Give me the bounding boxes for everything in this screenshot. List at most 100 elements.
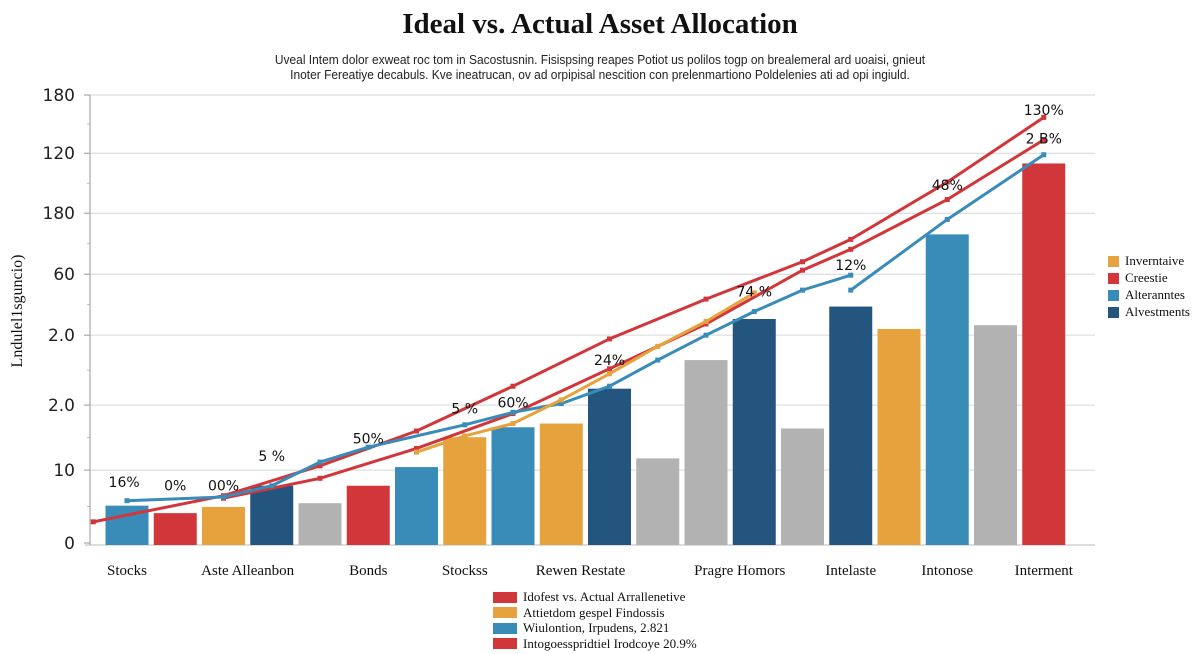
legend-swatch [493, 591, 517, 603]
line-marker [800, 287, 805, 293]
line-marker [510, 409, 516, 415]
chart-title: Ideal vs. Actual Asset Allocation [402, 8, 798, 40]
line-marker [751, 290, 757, 296]
bar [781, 428, 824, 545]
legend-item: Intogoesspridtiel Irodcoye 20.9% [493, 636, 697, 652]
data-label: 0% [164, 479, 186, 495]
data-label: 74 % [736, 285, 772, 301]
legend-label: Intogoesspridtiel Irodcoye 20.9% [523, 635, 697, 651]
legend-swatch [1108, 272, 1119, 284]
line-marker [848, 287, 854, 293]
legend-item: Alteranntes [1108, 287, 1185, 303]
legend-swatch [493, 622, 517, 634]
legend-label: Attietdom gespel Findossis [523, 604, 665, 620]
line-marker [462, 422, 468, 428]
legend-item: Creestie [1108, 270, 1168, 286]
line-marker [703, 318, 709, 324]
data-label: 12% [835, 258, 866, 274]
line-marker [944, 197, 950, 203]
data-label: 130% [1024, 103, 1064, 119]
y-tick-label: 180 [43, 86, 75, 106]
y-tick-label: 120 [43, 144, 75, 164]
bar [588, 388, 631, 545]
line-marker [751, 309, 757, 315]
line-marker [124, 498, 130, 504]
line-marker [944, 179, 950, 185]
line-marker [317, 475, 323, 481]
y-tick-label: 0 [64, 534, 75, 554]
x-category-label: Stocks [107, 563, 147, 579]
bar [829, 306, 873, 545]
series-line [223, 138, 1045, 500]
line-marker [558, 397, 564, 403]
bar [732, 319, 776, 545]
line-marker [414, 445, 419, 451]
y-tick-label: 2.0 [48, 396, 75, 416]
legend-label: Inverntaive [1125, 253, 1185, 268]
bar [877, 328, 921, 545]
bar [346, 485, 390, 545]
line-marker [655, 357, 661, 363]
data-label: 2 B% [1026, 131, 1062, 147]
legend-label: Wiulontion, Irpudens, 2.821 [523, 620, 670, 635]
line-marker [607, 366, 612, 372]
legend-item: Idofest vs. Actual Arrallenetive [493, 589, 685, 605]
bar [539, 423, 583, 545]
y-tick-label: 60 [53, 265, 75, 285]
chart-subtitle-line-1: Uveal Intem dolor exweat roc tom in Saco… [274, 52, 926, 67]
data-label: 00% [208, 479, 239, 495]
data-label: 5 % [258, 449, 285, 465]
line-marker [944, 216, 950, 222]
data-label: 50% [353, 431, 384, 447]
y-tick-label: 180 [43, 204, 75, 224]
line-marker [800, 259, 805, 265]
line-marker [510, 421, 516, 427]
legend-swatch [493, 638, 517, 649]
bar [974, 325, 1017, 545]
line-marker [848, 246, 854, 252]
line-marker [607, 336, 612, 342]
x-category-label: Aste Alleanbon [201, 563, 294, 579]
line-marker [848, 272, 854, 278]
line-marker [607, 383, 612, 389]
legend-swatch [493, 607, 517, 618]
legend-swatch [1108, 255, 1119, 267]
line-marker [90, 519, 96, 525]
line-marker [558, 401, 564, 407]
line-marker [462, 433, 468, 439]
legend-label: Alvestments [1125, 304, 1190, 319]
line-marker [365, 444, 371, 450]
line-marker [1041, 114, 1047, 120]
x-category-label: Pragre Homors [694, 563, 785, 579]
line-marker [1041, 137, 1047, 143]
bar [1022, 163, 1066, 545]
legend-item: Attietdom gespel Findossis [493, 605, 665, 621]
line-marker [607, 371, 612, 377]
line-marker [703, 332, 709, 338]
line-marker [414, 428, 419, 434]
line-marker [414, 449, 419, 455]
legend-label: Creestie [1125, 270, 1168, 285]
line-marker [317, 459, 323, 465]
legend-item: Alvestments [1108, 304, 1190, 320]
legend-item: Inverntaive [1108, 253, 1184, 269]
x-category-label: Intelaste [825, 563, 876, 579]
line-marker [800, 267, 805, 273]
line-marker [221, 494, 226, 500]
legend-swatch [1108, 306, 1119, 318]
y-tick-label: 2.0 [48, 326, 75, 346]
legend-swatch [1108, 289, 1119, 301]
x-category-label: Rewen Restate [536, 563, 626, 579]
series-line [416, 291, 756, 454]
line-marker [317, 463, 323, 469]
bar [153, 513, 197, 545]
bar [491, 427, 535, 545]
line-marker [655, 343, 661, 349]
bar [925, 234, 969, 545]
bar [298, 503, 342, 545]
bar [202, 506, 245, 545]
line-marker [269, 483, 275, 489]
bar [684, 360, 728, 545]
line-marker [1041, 152, 1047, 158]
